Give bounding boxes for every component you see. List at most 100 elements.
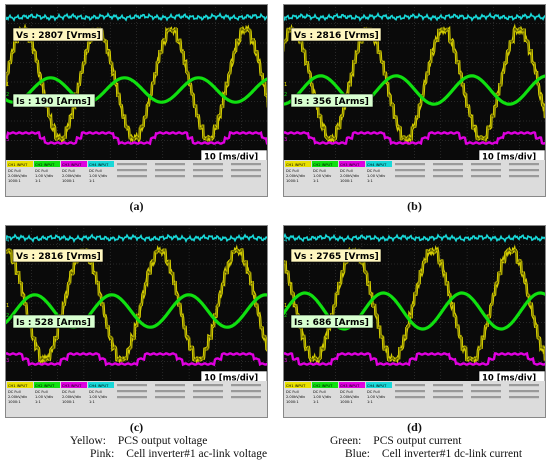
is-label-box — [12, 314, 96, 329]
is-label: Is : 190 [Arms] — [16, 97, 91, 107]
vs-label: Vs : 2816 [Vrms] — [294, 31, 379, 41]
ch2-input-label: CH2 INPUT — [35, 163, 55, 167]
legend-pink-key: Pink: — [90, 448, 115, 460]
ch3-input-label: CH3 INPUT — [62, 163, 82, 167]
ch2-coupling: DC Full — [313, 169, 326, 173]
ch3-scale: 2.00kV/div — [340, 395, 360, 399]
trace-green-output-current — [5, 293, 268, 329]
trace-blue-dc-link-current — [5, 12, 268, 22]
ch1-ratio: 1000:1 — [286, 400, 299, 404]
trace-yellow-core — [5, 248, 268, 362]
ch4-scale: 1.00 V/div — [89, 174, 108, 178]
scope-grid — [5, 225, 268, 381]
ch1-input-label: CH1 INPUT — [286, 163, 306, 167]
ch2-input-label: CH2 INPUT — [313, 163, 333, 167]
caption-d: (d) — [407, 420, 422, 434]
ch2-scale: 1.00 V/div — [313, 395, 332, 399]
ch4-marker: 4 — [284, 238, 287, 244]
ch4-scale: 1.00 V/div — [367, 174, 386, 178]
legend-blue: Blue: Cell inverter#1 dc-link current — [345, 448, 522, 460]
trace-yellow-core — [5, 27, 268, 141]
ch3-marker: 3 — [6, 137, 9, 143]
ch3-marker: 3 — [284, 137, 287, 143]
ch1-coupling: DC Full — [8, 390, 21, 394]
ch1-input-label: CH1 INPUT — [8, 163, 28, 167]
ch1-scale: 2.00kV/div — [8, 395, 28, 399]
ch2-marker: 2 — [284, 92, 287, 98]
ch1-ratio: 1000:1 — [286, 179, 299, 183]
timebase-label: 10 [ms/div] — [204, 153, 258, 163]
scope-border — [283, 4, 546, 197]
vs-label: Vs : 2816 [Vrms] — [16, 252, 101, 262]
scope-border — [5, 225, 268, 418]
ch4-marker: 4 — [284, 17, 287, 23]
ch4-ratio: 1:1 — [367, 179, 373, 183]
ch3-header — [339, 161, 365, 167]
ch1-coupling: DC Full — [286, 169, 299, 173]
ch4-input-label: CH4 INPUT — [367, 163, 387, 167]
ch4-ratio: 1:1 — [89, 179, 95, 183]
ch2-header — [34, 161, 60, 167]
is-label-box — [290, 314, 374, 329]
ch1-marker: 1 — [6, 303, 9, 309]
ch1-marker: 1 — [284, 82, 287, 88]
trace-yellow-core — [283, 27, 546, 141]
caption-c: (c) — [129, 420, 144, 434]
trace-blue-dc-link-current — [283, 232, 546, 243]
trace-blue-dc-link-current — [5, 233, 268, 244]
trace-green-output-current — [283, 74, 546, 106]
legend-green-key: Green: — [330, 435, 362, 447]
ch2-ratio: 1:1 — [313, 179, 319, 183]
scope-border — [5, 4, 268, 197]
ch4-input-label: CH4 INPUT — [89, 384, 109, 388]
legend-yellow-key: Yellow: — [70, 435, 106, 447]
ch3-input-label: CH3 INPUT — [62, 384, 82, 388]
ch4-input-label: CH4 INPUT — [367, 384, 387, 388]
scope-screen-d: 4 1 2 3 Vs : 2765 [Vrms] Is : 686 [Arms] 10 [m… — [283, 225, 546, 418]
ch1-scale: 2.00kV/div — [286, 395, 306, 399]
ch1-coupling: DC Full — [286, 390, 299, 394]
timebase-label: 10 [ms/div] — [482, 153, 536, 163]
vs-label-box — [12, 27, 104, 42]
scope-screen-a: 4 1 2 3 Vs : 2807 [Vrms] Is : 190 [Arms] 10 [m… — [5, 4, 268, 197]
vs-label: Vs : 2765 [Vrms] — [294, 252, 379, 262]
ch3-input-label: CH3 INPUT — [340, 384, 360, 388]
ch1-ratio: 1000:1 — [8, 179, 21, 183]
legend-yellow-value: PCS output voltage — [117, 435, 208, 447]
scope-screen-b: 4 1 2 3 Vs : 2816 [Vrms] Is : 356 [Arms] 10 [m… — [283, 4, 546, 197]
ch4-header — [88, 161, 114, 167]
ch4-scale: 1.00 V/div — [89, 395, 108, 399]
ch3-coupling: DC Full — [340, 169, 353, 173]
ch3-scale: 2.00kV/div — [340, 174, 360, 178]
ch3-ratio: 1000:1 — [62, 179, 75, 183]
is-label-box — [12, 93, 96, 108]
ch4-coupling: DC Full — [89, 169, 102, 173]
ch4-marker: 4 — [6, 238, 9, 244]
ch1-input-label: CH1 INPUT — [8, 384, 28, 388]
trace-pink-ac-link-voltage — [5, 131, 268, 146]
ch4-ratio: 1:1 — [367, 400, 373, 404]
legend-blue-value: Cell inverter#1 dc-link current — [381, 448, 523, 460]
ch3-coupling: DC Full — [62, 390, 75, 394]
ch2-marker: 2 — [6, 92, 9, 98]
ch2-scale: 1.00 V/div — [313, 174, 332, 178]
is-label-box — [290, 93, 374, 108]
ch2-header — [312, 382, 338, 388]
ch2-ratio: 1:1 — [35, 400, 41, 404]
caption-b: (b) — [407, 199, 422, 213]
ch2-scale: 1.00 V/div — [35, 395, 54, 399]
ch3-header — [339, 382, 365, 388]
scope-panel-c: 4 1 2 3 Vs : 2816 [Vrms] Is : 528 [Arms] 10 [m… — [5, 225, 268, 418]
ch1-header — [285, 161, 311, 167]
ch4-scale: 1.00 V/div — [367, 395, 386, 399]
scope-border — [283, 225, 546, 418]
ch3-marker: 3 — [284, 358, 287, 364]
ch3-ratio: 1000:1 — [340, 400, 353, 404]
measurement-area — [395, 163, 539, 178]
ch4-header — [366, 382, 392, 388]
ch2-header — [34, 382, 60, 388]
trace-pink-ac-link-voltage — [5, 352, 268, 367]
legend-yellow: Yellow: PCS output voltage — [70, 435, 207, 447]
trace-pink-ac-link-voltage — [283, 351, 546, 367]
ch4-input-label: CH4 INPUT — [89, 163, 109, 167]
